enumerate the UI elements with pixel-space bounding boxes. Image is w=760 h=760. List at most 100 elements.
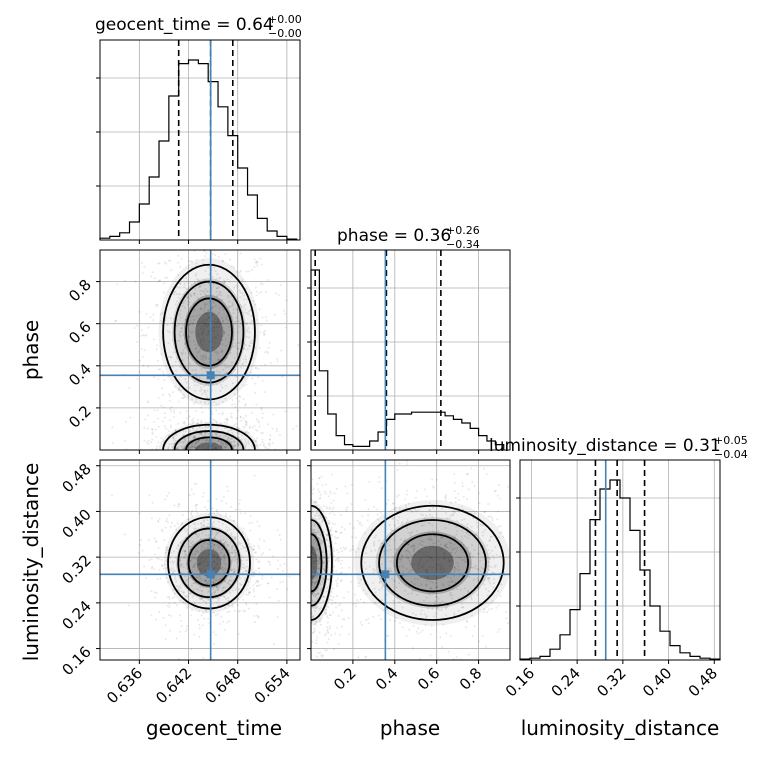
sample-point xyxy=(145,312,148,315)
sample-point xyxy=(245,424,248,427)
sample-point xyxy=(180,330,183,333)
sample-point xyxy=(311,550,314,553)
sample-point xyxy=(254,551,257,554)
sample-point xyxy=(237,597,240,600)
sample-point xyxy=(196,344,199,347)
sample-point xyxy=(246,330,249,333)
sample-point xyxy=(352,545,355,548)
sample-point xyxy=(494,545,497,548)
sample-point xyxy=(248,425,251,428)
sample-point xyxy=(326,626,329,629)
sample-point xyxy=(489,552,492,555)
sample-point xyxy=(180,397,183,400)
sample-point xyxy=(442,557,445,560)
sample-point xyxy=(203,389,206,392)
sample-point xyxy=(401,543,404,546)
sample-point xyxy=(188,430,191,433)
sample-point xyxy=(237,341,240,344)
sample-point xyxy=(162,440,165,443)
sample-point xyxy=(393,524,396,527)
sample-point xyxy=(465,531,468,534)
sample-point xyxy=(312,577,315,580)
sample-point xyxy=(273,643,276,646)
sample-point xyxy=(232,519,235,522)
sample-point xyxy=(242,566,245,569)
sample-point xyxy=(215,295,218,298)
sample-point xyxy=(222,329,225,332)
sample-point xyxy=(429,566,432,569)
sample-point xyxy=(445,632,448,635)
sample-point xyxy=(182,393,185,396)
sample-point xyxy=(198,597,201,600)
sample-point xyxy=(464,587,467,590)
sample-point xyxy=(151,431,154,434)
sample-point xyxy=(497,604,500,607)
sample-point xyxy=(205,610,208,613)
sample-point xyxy=(192,429,195,432)
sample-point xyxy=(166,604,169,607)
sample-point xyxy=(498,532,501,535)
sample-point xyxy=(489,535,492,538)
sample-point xyxy=(194,288,197,291)
sample-point xyxy=(235,352,238,355)
sample-point xyxy=(238,499,241,502)
sample-point xyxy=(429,547,432,550)
sample-point xyxy=(364,656,367,659)
sample-point xyxy=(414,589,417,592)
sample-point xyxy=(221,442,224,445)
sample-point xyxy=(427,576,430,579)
sample-point xyxy=(245,335,248,338)
sample-point xyxy=(196,511,199,514)
sample-point xyxy=(168,595,171,598)
sample-point xyxy=(470,566,473,569)
sample-point xyxy=(199,538,202,541)
sample-point xyxy=(223,435,226,438)
sample-point xyxy=(150,558,153,561)
sample-point xyxy=(124,439,127,442)
sample-point xyxy=(240,434,243,437)
sample-point xyxy=(207,316,210,319)
sample-point xyxy=(174,290,177,293)
sample-point xyxy=(195,509,198,512)
sample-point xyxy=(238,575,241,578)
sample-point xyxy=(462,543,465,546)
sample-point xyxy=(219,539,222,542)
sample-point xyxy=(116,283,119,286)
sample-point xyxy=(229,437,232,440)
sample-point xyxy=(194,441,197,444)
sample-point xyxy=(493,582,496,585)
sample-point xyxy=(495,553,498,556)
sample-point xyxy=(187,539,190,542)
sample-point xyxy=(188,446,191,449)
sample-point xyxy=(264,363,267,366)
sample-point xyxy=(316,571,319,574)
sample-point xyxy=(219,435,222,438)
sample-point xyxy=(176,446,179,449)
sample-point xyxy=(402,566,405,569)
sample-point xyxy=(442,575,445,578)
sample-point xyxy=(216,435,219,438)
sample-point xyxy=(171,339,174,342)
density-level xyxy=(393,531,472,595)
sample-point xyxy=(430,587,433,590)
sample-point xyxy=(239,296,242,299)
sample-point xyxy=(203,565,206,568)
sample-point xyxy=(195,315,198,318)
sample-point xyxy=(365,552,368,555)
sample-point xyxy=(256,614,259,617)
sample-point xyxy=(202,524,205,527)
sample-point xyxy=(185,417,188,420)
sample-point xyxy=(174,577,177,580)
sample-point xyxy=(327,616,330,619)
sample-point xyxy=(437,597,440,600)
sample-point xyxy=(450,592,453,595)
sample-point xyxy=(223,595,226,598)
sample-point xyxy=(376,554,379,557)
sample-point xyxy=(414,508,417,511)
sample-point xyxy=(137,551,140,554)
sample-point xyxy=(423,613,426,616)
sample-point xyxy=(218,566,221,569)
sample-point xyxy=(226,485,229,488)
title-phase-text: phase = 0.36 xyxy=(337,226,451,246)
sample-point xyxy=(429,556,432,559)
